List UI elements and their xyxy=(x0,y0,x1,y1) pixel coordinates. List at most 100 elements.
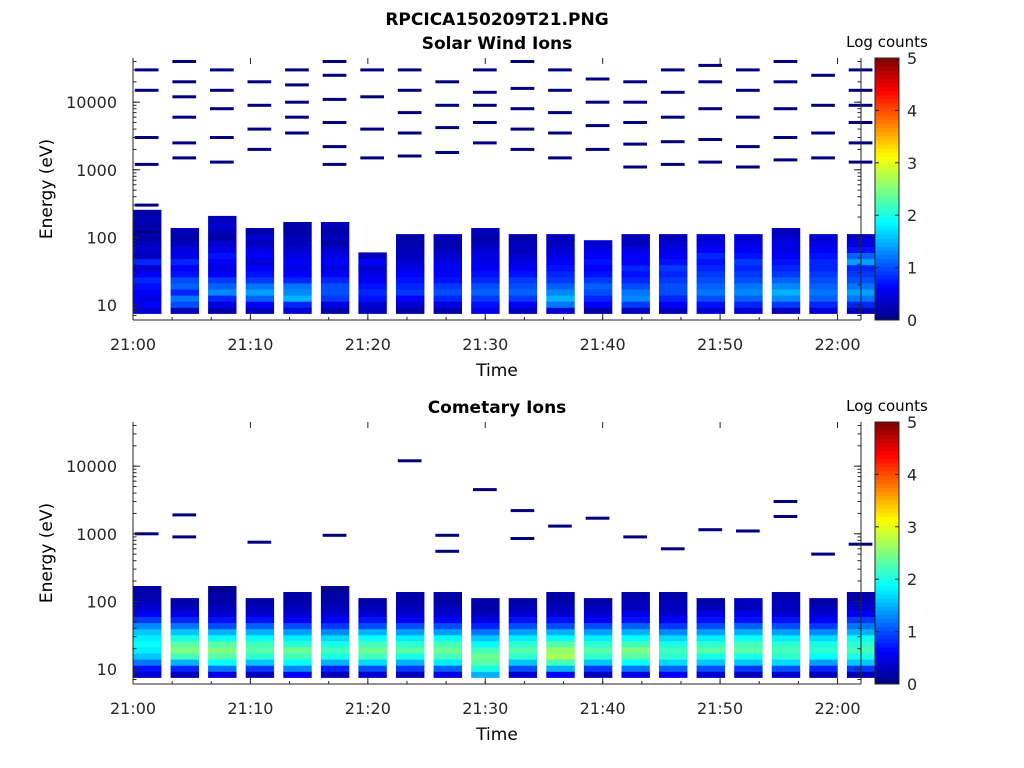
heatmap-cell xyxy=(283,240,312,247)
heatmap-cell xyxy=(734,246,763,253)
heatmap-cell xyxy=(771,652,801,660)
heatmap-cell xyxy=(809,288,838,296)
colorbar-segment xyxy=(875,626,899,632)
heatmap-cell xyxy=(133,295,162,302)
heatmap-cell xyxy=(659,252,688,260)
heatmap-cell xyxy=(247,540,272,544)
heatmap-cell xyxy=(471,276,500,284)
heatmap-cell xyxy=(360,156,384,160)
heatmap-cell xyxy=(245,228,275,235)
colorbar-segment xyxy=(875,82,899,88)
heatmap-cell xyxy=(734,258,763,266)
heatmap-cell xyxy=(546,264,575,272)
heatmap-cell xyxy=(809,652,838,660)
heatmap-cell xyxy=(583,610,613,617)
colorbar-label: Log counts xyxy=(846,33,928,51)
heatmap-cell xyxy=(322,121,347,124)
colorbar-segment xyxy=(875,643,899,648)
heatmap-cell xyxy=(283,228,312,235)
heatmap-cell xyxy=(621,270,650,278)
heatmap-cell xyxy=(133,616,162,624)
heatmap-cell xyxy=(170,665,199,672)
heatmap-cell xyxy=(734,604,763,611)
heatmap-cell xyxy=(734,307,763,314)
heatmap-cell xyxy=(170,598,199,605)
heatmap-cell xyxy=(659,307,688,314)
heatmap-cell xyxy=(433,610,462,617)
panel-title: Solar Wind Ions xyxy=(422,34,573,54)
heatmap-cell xyxy=(320,592,350,599)
colorbar-segment xyxy=(875,234,899,239)
heatmap-cell xyxy=(621,634,650,642)
heatmap-cell xyxy=(358,301,387,308)
colorbar-segment xyxy=(875,160,899,165)
heatmap-cell xyxy=(809,276,838,284)
heatmap-cell xyxy=(396,288,425,296)
heatmap-cell xyxy=(659,295,688,302)
colorbar-segment xyxy=(875,164,899,170)
heatmap-cell xyxy=(546,646,575,654)
heatmap-cell xyxy=(245,622,275,630)
heatmap-cell xyxy=(659,646,688,654)
heatmap-cell xyxy=(736,529,760,533)
heatmap-cell xyxy=(659,288,688,296)
heatmap-cell xyxy=(170,646,199,654)
heatmap-cell xyxy=(433,646,462,654)
heatmap-cell xyxy=(435,126,460,130)
heatmap-cell xyxy=(659,598,688,605)
heatmap-cell xyxy=(583,671,613,678)
x-tick-label: 21:10 xyxy=(227,699,273,718)
colorbar-frame xyxy=(874,57,900,321)
heatmap-cell xyxy=(170,295,199,302)
heatmap-cell xyxy=(471,598,500,605)
colorbar-segment xyxy=(875,434,899,439)
heatmap-cell xyxy=(696,264,725,272)
heatmap-cell xyxy=(621,622,650,630)
heatmap-cell xyxy=(809,628,838,636)
colorbar-segment xyxy=(875,90,899,96)
heatmap-cell xyxy=(621,282,650,290)
heatmap-cell xyxy=(433,671,462,678)
heatmap-cell xyxy=(358,270,387,278)
heatmap-cell xyxy=(396,240,425,247)
colorbar-segment xyxy=(875,127,899,133)
colorbar-segment xyxy=(875,303,899,309)
heatmap-cell xyxy=(208,610,237,617)
heatmap-cell xyxy=(621,598,650,605)
heatmap-cell xyxy=(133,222,162,229)
heatmap-cell xyxy=(358,307,387,314)
heatmap-cell xyxy=(811,103,835,107)
heatmap-cell xyxy=(471,622,500,630)
heatmap-cell xyxy=(170,270,199,278)
colorbar-segment xyxy=(875,557,899,562)
heatmap-cell xyxy=(583,252,613,260)
heatmap-cell xyxy=(396,234,425,241)
heatmap-cell xyxy=(811,73,835,77)
heatmap-cell xyxy=(583,258,613,266)
heatmap-cell xyxy=(133,598,162,605)
heatmap-cell xyxy=(773,136,798,139)
heatmap-cell xyxy=(508,652,538,660)
heatmap-cell xyxy=(320,652,350,660)
heatmap-cell xyxy=(809,264,838,272)
heatmap-cell xyxy=(548,131,572,135)
heatmap-cell xyxy=(508,276,538,284)
heatmap-cell xyxy=(771,295,801,302)
colorbar-segment xyxy=(875,544,899,550)
heatmap-cell xyxy=(734,270,763,278)
heatmap-cell xyxy=(435,103,460,107)
heatmap-cell xyxy=(245,270,275,278)
heatmap-cell xyxy=(809,634,838,642)
heatmap-cell xyxy=(621,652,650,660)
heatmap-cell xyxy=(809,598,838,605)
heatmap-cell xyxy=(433,282,462,290)
heatmap-cell xyxy=(508,295,538,302)
colorbar-segment xyxy=(875,495,899,501)
colorbar-segment xyxy=(875,221,899,227)
colorbar-segment xyxy=(875,565,899,570)
colorbar-segment xyxy=(875,536,899,542)
heatmap-cell xyxy=(660,162,685,166)
heatmap-cell xyxy=(659,282,688,290)
heatmap-cell xyxy=(396,592,425,599)
heatmap-cell xyxy=(809,252,838,260)
